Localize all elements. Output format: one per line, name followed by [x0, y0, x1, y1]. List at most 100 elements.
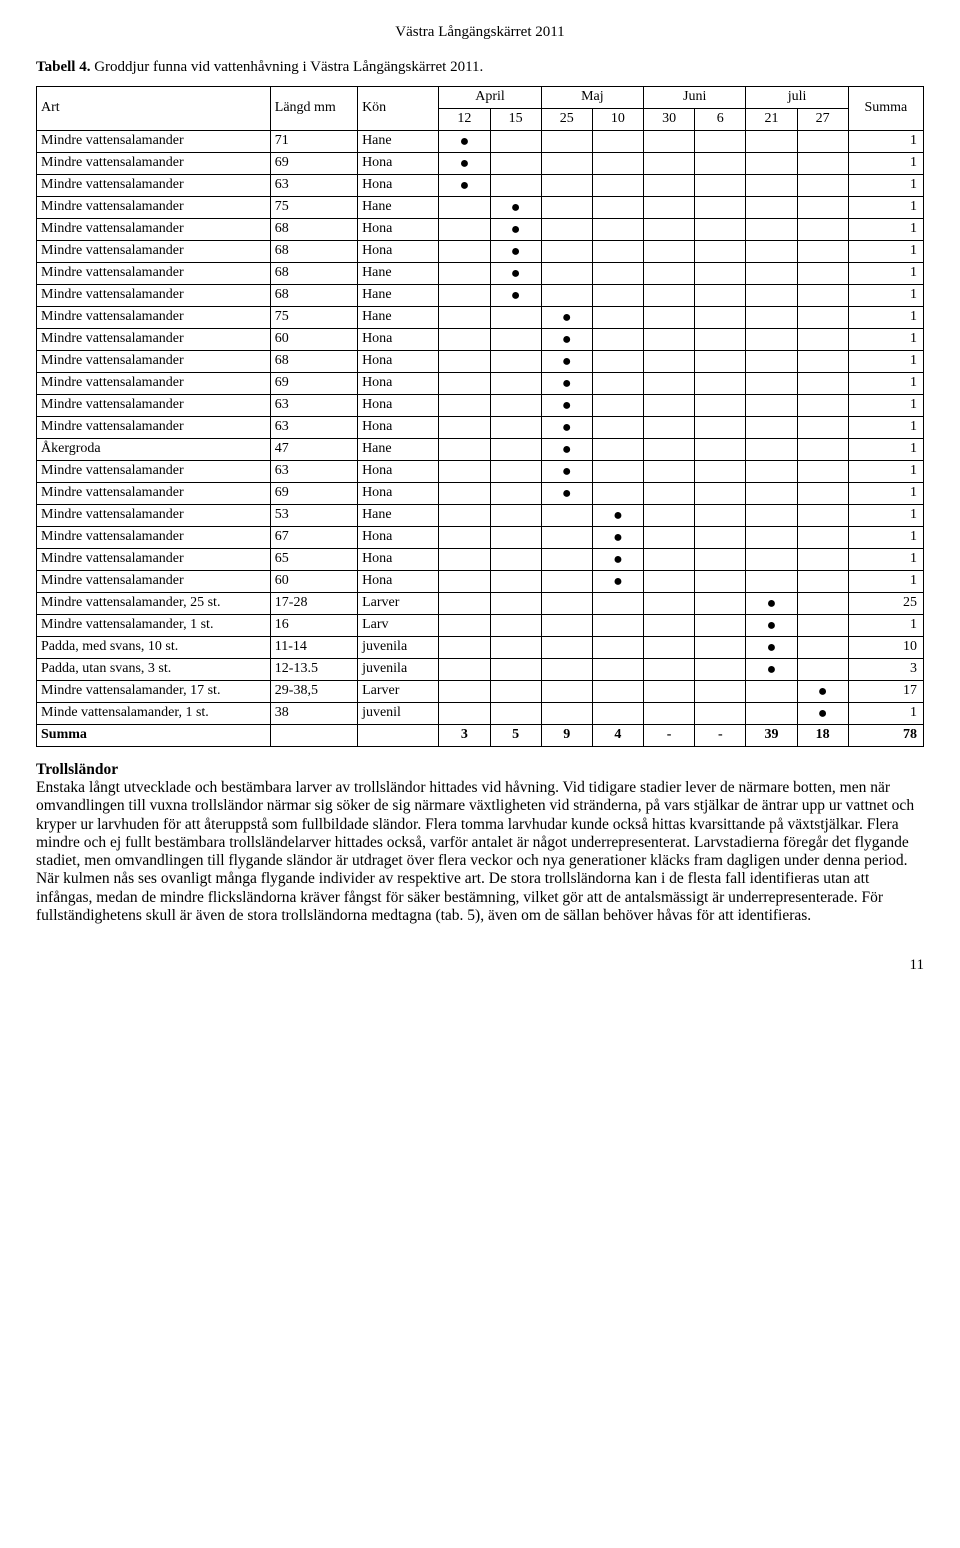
table-row: Mindre vattensalamander65Hona●1: [37, 549, 924, 571]
cell-mark: [695, 571, 746, 593]
cell-art: Åkergroda: [37, 439, 271, 461]
cell-mark: [695, 307, 746, 329]
cell-mark: ●: [439, 175, 490, 197]
cell-mark: [541, 263, 592, 285]
cell-mark: [439, 483, 490, 505]
cell-mark: [695, 219, 746, 241]
cell-mark: [746, 395, 797, 417]
caption-bold: Tabell 4.: [36, 59, 90, 75]
cell-mark: ●: [746, 615, 797, 637]
cell-mark: [746, 175, 797, 197]
cell-mark: [797, 329, 848, 351]
cell-mark: [797, 241, 848, 263]
cell-art: Mindre vattensalamander: [37, 219, 271, 241]
cell-art: Mindre vattensalamander: [37, 175, 271, 197]
table-body: Mindre vattensalamander71Hane●1 Mindre va…: [37, 131, 924, 747]
cell-art: Mindre vattensalamander: [37, 505, 271, 527]
group-header-juni: Juni: [644, 87, 746, 109]
cell-mark: ●: [490, 197, 541, 219]
cell-sum: 1: [848, 549, 923, 571]
cell-mark: [746, 329, 797, 351]
cell-mark: [746, 241, 797, 263]
cell-length: 63: [270, 417, 357, 439]
cell-mark: [746, 131, 797, 153]
cell-sum: 1: [848, 395, 923, 417]
cell-mark: [644, 373, 695, 395]
cell-mark: [439, 681, 490, 703]
cell-sex: Hane: [358, 285, 439, 307]
cell-art: Mindre vattensalamander: [37, 571, 271, 593]
cell-mark: [490, 703, 541, 725]
cell-mark: [797, 175, 848, 197]
cell-length: 67: [270, 527, 357, 549]
cell-mark: [439, 505, 490, 527]
table-row: Mindre vattensalamander71Hane●1: [37, 131, 924, 153]
cell-mark: [439, 527, 490, 549]
cell-length: 69: [270, 373, 357, 395]
cell-mark: [490, 571, 541, 593]
cell-mark: [797, 351, 848, 373]
cell-mark: [439, 615, 490, 637]
cell-mark: [541, 549, 592, 571]
cell-mark: [490, 417, 541, 439]
cell-mark: [695, 263, 746, 285]
cell-mark: [644, 175, 695, 197]
cell-mark: [695, 417, 746, 439]
table-row: Mindre vattensalamander67Hona●1: [37, 527, 924, 549]
cell-mark: [644, 571, 695, 593]
cell-length: 68: [270, 285, 357, 307]
cell-length: 65: [270, 549, 357, 571]
cell-mark: ●: [541, 307, 592, 329]
cell-mark: [746, 439, 797, 461]
cell-mark: [746, 373, 797, 395]
summary-value: 5: [490, 725, 541, 747]
cell-sum: 1: [848, 373, 923, 395]
cell-mark: [490, 461, 541, 483]
cell-sum: 1: [848, 197, 923, 219]
cell-sum: 1: [848, 351, 923, 373]
cell-mark: ●: [541, 483, 592, 505]
cell-mark: [746, 351, 797, 373]
cell-art: Mindre vattensalamander: [37, 417, 271, 439]
table-row: Mindre vattensalamander68Hona●1: [37, 219, 924, 241]
col-header-date: 21: [746, 109, 797, 131]
cell-sex: Larv: [358, 615, 439, 637]
cell-mark: ●: [592, 505, 643, 527]
cell-mark: ●: [592, 571, 643, 593]
cell-length: 63: [270, 175, 357, 197]
table-row: Mindre vattensalamander63Hona●1: [37, 461, 924, 483]
page-header: Västra Långängskärret 2011: [36, 24, 924, 41]
cell-mark: [541, 505, 592, 527]
cell-art: Mindre vattensalamander, 17 st.: [37, 681, 271, 703]
cell-mark: [695, 241, 746, 263]
cell-mark: [644, 329, 695, 351]
cell-sum: 1: [848, 241, 923, 263]
col-header-summa: Summa: [848, 87, 923, 131]
cell-mark: ●: [541, 461, 592, 483]
cell-mark: [490, 615, 541, 637]
cell-mark: [592, 703, 643, 725]
table-row: Mindre vattensalamander75Hane●1: [37, 197, 924, 219]
table-row: Mindre vattensalamander75Hane●1: [37, 307, 924, 329]
cell-mark: [695, 285, 746, 307]
cell-mark: [592, 241, 643, 263]
cell-mark: [592, 417, 643, 439]
cell-mark: [541, 571, 592, 593]
cell-mark: [541, 175, 592, 197]
cell-length: 75: [270, 307, 357, 329]
table-row: Mindre vattensalamander68Hona●1: [37, 351, 924, 373]
cell-mark: [695, 395, 746, 417]
cell-mark: ●: [541, 417, 592, 439]
cell-mark: ●: [541, 439, 592, 461]
cell-mark: ●: [797, 681, 848, 703]
cell-sex: Hona: [358, 527, 439, 549]
cell-art: Padda, med svans, 10 st.: [37, 637, 271, 659]
cell-mark: [644, 681, 695, 703]
cell-art: Mindre vattensalamander: [37, 263, 271, 285]
cell-art: Mindre vattensalamander, 1 st.: [37, 615, 271, 637]
cell-sex: juvenila: [358, 659, 439, 681]
cell-mark: [797, 571, 848, 593]
cell-mark: [644, 637, 695, 659]
cell-sex: Hona: [358, 351, 439, 373]
cell-mark: [746, 219, 797, 241]
